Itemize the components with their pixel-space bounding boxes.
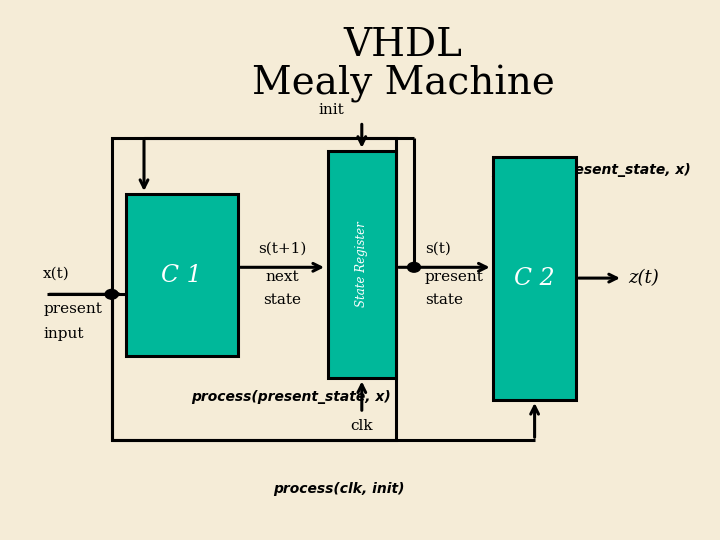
Text: C 2: C 2: [514, 267, 555, 289]
Text: Mealy Machine: Mealy Machine: [252, 65, 554, 103]
Text: process(present_state, x): process(present_state, x): [191, 390, 390, 404]
Text: State Register: State Register: [355, 222, 369, 307]
Bar: [112, 138, 396, 440]
Text: present: present: [43, 302, 102, 316]
Text: input: input: [43, 327, 84, 341]
Text: C 1: C 1: [161, 264, 202, 287]
Text: state: state: [264, 293, 302, 307]
Text: init: init: [318, 103, 344, 117]
Text: x(t): x(t): [43, 267, 70, 281]
Bar: [493, 157, 576, 400]
Text: process(present_state, x): process(present_state, x): [492, 163, 691, 177]
Text: clk: clk: [351, 418, 373, 433]
Circle shape: [105, 289, 118, 299]
Text: z(t): z(t): [628, 269, 659, 287]
Bar: [328, 151, 396, 378]
Text: state: state: [425, 293, 463, 307]
Text: next: next: [266, 270, 300, 284]
Text: s(t): s(t): [425, 241, 451, 255]
Text: VHDL: VHDL: [343, 28, 463, 64]
Text: s(t+1): s(t+1): [258, 241, 307, 255]
Bar: [126, 194, 238, 356]
Circle shape: [408, 262, 420, 272]
Text: process(clk, init): process(clk, init): [273, 482, 404, 496]
Text: present: present: [425, 270, 484, 284]
